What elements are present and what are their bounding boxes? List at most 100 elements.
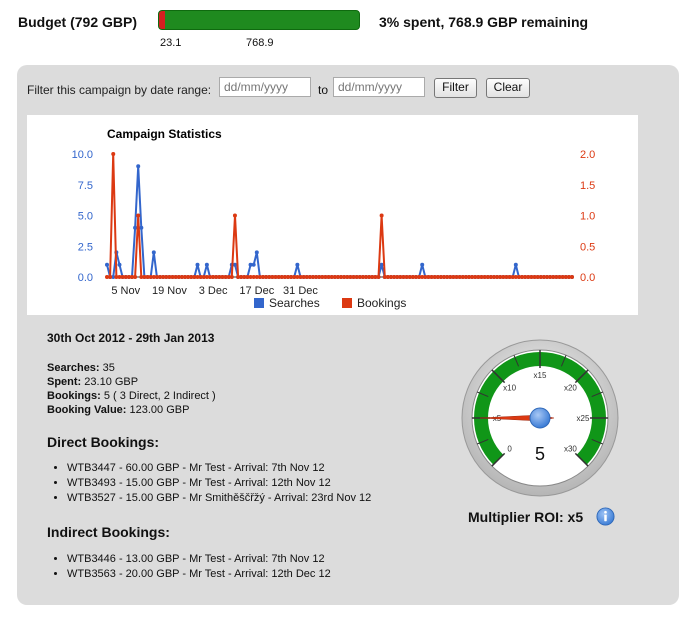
data-point-bookings (554, 275, 559, 279)
data-point-bookings (373, 275, 378, 279)
series-line-bookings (107, 153, 572, 278)
stat-bookings-value: 5 ( 3 Direct, 2 Indirect ) (100, 390, 216, 402)
stat-spent-value: 23.10 GBP (81, 376, 139, 388)
budget-spent-value: 23.1 (160, 37, 182, 49)
stat-bookings: Bookings: 5 ( 3 Direct, 2 Indirect ) (47, 390, 216, 402)
data-point-bookings (523, 275, 528, 279)
data-point-bookings (432, 275, 437, 279)
data-point-bookings (282, 275, 287, 279)
data-point-bookings (382, 275, 387, 279)
budget-title: Budget (792 GBP) (18, 14, 138, 30)
data-point-bookings (398, 275, 403, 279)
data-point-bookings (529, 275, 534, 279)
clear-button[interactable]: Clear (486, 78, 530, 98)
data-point-bookings (376, 275, 381, 279)
filter-button[interactable]: Filter (434, 78, 477, 98)
data-point-bookings (245, 275, 250, 279)
gauge-tick-label: x15 (534, 371, 547, 380)
data-point-bookings (270, 275, 275, 279)
data-point-bookings (470, 275, 475, 279)
budget-remaining-value: 768.9 (246, 37, 274, 49)
data-point-bookings (445, 275, 450, 279)
data-point-bookings (520, 275, 525, 279)
data-point-bookings (114, 275, 119, 279)
data-point-bookings (105, 275, 109, 279)
data-point-bookings (257, 275, 262, 279)
series-line-searches (106, 166, 572, 278)
data-point-bookings (345, 275, 350, 279)
roi-label: Multiplier ROI: x5 (468, 509, 584, 525)
date-from-input[interactable] (219, 77, 311, 97)
direct-booking-item: WTB3493 - 15.00 GBP - Mr Test - Arrival:… (67, 477, 371, 492)
data-point-searches (139, 225, 144, 230)
data-point-bookings (495, 275, 500, 279)
info-icon[interactable] (596, 507, 615, 526)
data-point-bookings (491, 275, 496, 279)
budget-spent-fill (159, 11, 165, 29)
data-point-bookings (476, 275, 481, 279)
data-point-bookings (289, 275, 294, 279)
data-point-bookings (560, 275, 565, 279)
data-point-bookings (407, 275, 412, 279)
data-point-bookings (264, 275, 269, 279)
stat-searches-value: 35 (99, 362, 115, 374)
data-point-bookings (501, 275, 506, 279)
data-point-bookings (488, 275, 493, 279)
gauge-tick (491, 452, 506, 467)
data-point-bookings (426, 275, 431, 279)
data-point-bookings (161, 275, 166, 279)
gauge-value-label: 5 (535, 444, 545, 464)
roi-gauge-svg: 0x5x10x15x20x25x305 (461, 339, 619, 497)
data-point-bookings (261, 275, 266, 279)
data-point-bookings (145, 275, 150, 279)
gauge-hub (529, 407, 551, 429)
filter-label: Filter this campaign by date range: (27, 83, 212, 97)
date-range: 30th Oct 2012 - 29th Jan 2013 (47, 331, 215, 345)
indirect-booking-item: WTB3563 - 20.00 GBP - Mr Test - Arrival:… (67, 568, 331, 583)
stat-booking-value: Booking Value: 123.00 GBP (47, 404, 189, 416)
chart-title: Campaign Statistics (107, 127, 222, 141)
data-point-bookings (357, 275, 362, 279)
data-point-bookings (195, 275, 200, 279)
campaign-chart-svg: Campaign Statistics 10.0 7.5 5.0 2.5 0.0 2.0 1.… (72, 127, 596, 310)
y-right-tick-label: 1.5 (580, 180, 595, 192)
data-point-bookings (151, 275, 156, 279)
y-right-tick-label: 0.5 (580, 241, 595, 253)
x-tick-label: 17 Dec (239, 285, 274, 297)
stats-section: 30th Oct 2012 - 29th Jan 2013 Searches: … (47, 331, 371, 580)
roi-gauge: 0x5x10x15x20x25x305 (460, 338, 620, 503)
y-left-tick-label: 7.5 (78, 180, 93, 192)
data-point-bookings (326, 275, 331, 279)
stat-spent: Spent: 23.10 GBP (47, 376, 138, 388)
data-point-bookings (139, 275, 144, 279)
data-point-searches (379, 262, 384, 267)
data-point-bookings (120, 275, 125, 279)
data-point-bookings (189, 275, 194, 279)
data-point-bookings (279, 275, 284, 279)
data-point-bookings (164, 275, 169, 279)
data-point-searches (117, 262, 122, 267)
data-point-bookings (167, 275, 172, 279)
gauge-tick-label: 0 (507, 444, 512, 453)
data-point-bookings (545, 275, 550, 279)
data-point-bookings (563, 275, 568, 279)
stat-spent-label: Spent: (47, 376, 82, 388)
data-point-bookings (286, 275, 291, 279)
data-point-bookings (551, 275, 556, 279)
data-point-bookings (298, 275, 303, 279)
data-point-bookings (317, 275, 322, 279)
gauge-tick (591, 391, 604, 398)
data-point-bookings (192, 275, 197, 279)
data-point-bookings (232, 213, 237, 218)
data-point-bookings (570, 275, 574, 279)
data-point-bookings (211, 275, 216, 279)
data-point-bookings (541, 275, 546, 279)
data-point-bookings (538, 275, 543, 279)
data-point-bookings (473, 275, 478, 279)
data-point-bookings (454, 275, 459, 279)
y-right-tick-label: 2.0 (580, 149, 595, 161)
data-point-bookings (276, 275, 281, 279)
date-to-input[interactable] (333, 77, 425, 97)
budget-progress-bar (158, 10, 360, 30)
data-point-bookings (485, 275, 490, 279)
